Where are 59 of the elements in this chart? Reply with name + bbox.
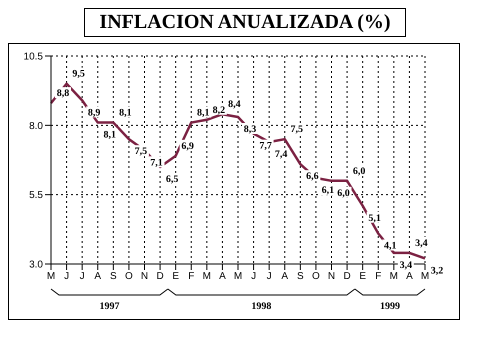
x-tick-label: F: [188, 271, 194, 282]
data-label: 5,1: [368, 212, 381, 224]
x-tick-label: E: [172, 271, 180, 282]
data-label: 9,5: [72, 68, 85, 80]
data-label: 8,3: [244, 124, 256, 136]
x-tick-label: A: [406, 271, 414, 282]
text: 1997: [99, 301, 120, 312]
x-tick-label: D: [156, 271, 164, 282]
data-label: 6,0: [337, 188, 350, 199]
x-tick-label: O: [312, 271, 320, 282]
data-label: 3,4: [400, 260, 412, 271]
data-label: 7,7: [259, 140, 272, 152]
x-tick-label: N: [328, 271, 336, 282]
data-label: 3,2: [430, 265, 444, 276]
x-tick-label: M: [420, 271, 430, 282]
x-tick-label: M: [202, 271, 212, 282]
x-tick-label: J: [251, 271, 256, 282]
x-tick-label: A: [281, 271, 288, 282]
x-tick-label: A: [94, 271, 102, 282]
x-tick-label: J: [80, 271, 85, 282]
data-label: 8,2: [212, 104, 226, 116]
x-tick-label: M: [46, 271, 56, 282]
x-tick-label: J: [64, 271, 70, 282]
line-series: [50, 82, 426, 260]
x-tick-label: F: [375, 271, 382, 282]
x-tick-label: M: [234, 271, 242, 282]
data-label: 4,1: [384, 240, 396, 252]
text: 1998: [251, 301, 272, 312]
x-tick-label: O: [125, 271, 134, 282]
data-label: 6,1: [322, 185, 334, 196]
data-label: 6,9: [181, 140, 194, 152]
x-tick-label: S: [296, 271, 304, 282]
data-label: 6,0: [352, 166, 366, 177]
x-tick-label: A: [219, 271, 226, 282]
chart-title: INFLACION ANUALIZADA (%): [84, 8, 406, 37]
data-label: 7,5: [134, 146, 148, 158]
x-tick-label: D: [343, 271, 351, 282]
x-tick-label: E: [359, 271, 366, 282]
x-tick-label: N: [140, 271, 148, 282]
data-label: 8,1: [104, 130, 116, 141]
data-label: 8,1: [119, 108, 132, 119]
data-label: 7,4: [274, 148, 288, 160]
data-label: 3,4: [415, 238, 428, 249]
data-label: 8,9: [88, 107, 100, 118]
x-tick-label: S: [110, 271, 117, 282]
x-tick-label: J: [266, 271, 272, 282]
data-label: 6,5: [166, 174, 178, 185]
y-tick-label: 5.5: [29, 190, 44, 202]
x-tick-label: M: [390, 271, 398, 282]
data-label: 6,6: [306, 171, 319, 182]
y-tick-label: 10.5: [24, 52, 44, 63]
text: 1999: [380, 301, 400, 312]
data-label: 8,4: [228, 99, 241, 110]
y-tick-label: 8.0: [29, 120, 44, 132]
data-label: 7,1: [150, 157, 163, 168]
data-label: 8,8: [56, 88, 70, 100]
data-label: 7,5: [290, 124, 303, 136]
data-label: 8,1: [197, 108, 210, 119]
y-tick-label: 3.0: [29, 260, 44, 271]
